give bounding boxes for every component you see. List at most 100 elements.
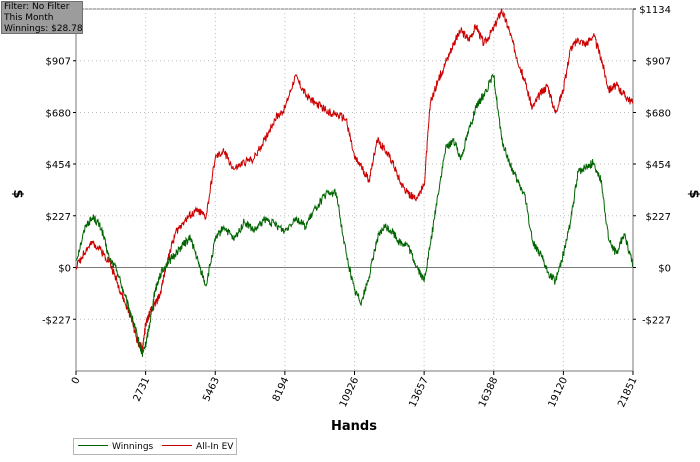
data-point-winnings-29 [305, 226, 306, 227]
data-point-winnings-11 [149, 322, 150, 323]
data-point-allin-ev-47 [453, 44, 454, 45]
data-point-allin-ev-25 [264, 139, 265, 140]
data-point-winnings-24 [254, 230, 255, 231]
data-point-allin-ev-62 [570, 48, 571, 49]
data-point-allin-ev-6 [124, 301, 125, 302]
y-tick-label-left-5: $907 [46, 57, 71, 68]
data-point-winnings-54 [509, 162, 510, 163]
data-point-winnings-21 [223, 226, 224, 227]
data-point-allin-ev-48 [460, 30, 461, 31]
data-point-allin-ev-35 [361, 167, 362, 168]
data-point-allin-ev-20 [215, 157, 216, 158]
data-point-allin-ev-41 [407, 192, 408, 193]
data-point-winnings-69 [623, 233, 624, 234]
data-point-allin-ev-16 [182, 221, 183, 222]
legend-label-winnings: Winnings [112, 442, 154, 452]
data-point-winnings-22 [233, 240, 234, 241]
data-point-allin-ev-21 [223, 151, 224, 152]
x-tick-label-7: 19120 [547, 376, 570, 409]
data-point-allin-ev-63 [578, 39, 579, 40]
data-point-allin-ev-57 [532, 107, 533, 108]
x-tick-label-4: 10926 [338, 376, 361, 409]
data-point-winnings-18 [198, 262, 199, 263]
data-point-winnings-70 [632, 265, 633, 266]
y-tick-label-right-1: $0 [658, 264, 671, 275]
period-label: This Month [4, 13, 54, 23]
data-point-winnings-68 [616, 253, 617, 254]
y-tick-label-left-0: -$227 [42, 315, 71, 326]
data-point-winnings-13 [160, 274, 161, 275]
data-point-allin-ev-43 [424, 185, 425, 186]
y-tick-label-right-3: $454 [646, 160, 671, 171]
data-point-winnings-52 [493, 75, 494, 76]
data-point-allin-ev-66 [601, 57, 602, 58]
data-point-allin-ev-65 [593, 34, 594, 35]
data-point-winnings-16 [182, 244, 183, 245]
data-point-winnings-58 [539, 253, 540, 254]
data-point-allin-ev-13 [160, 294, 161, 295]
legend: Winnings All-In EV [73, 438, 237, 455]
data-point-allin-ev-18 [198, 210, 199, 211]
series-line-winnings [75, 73, 634, 357]
data-point-allin-ev-28 [295, 75, 296, 76]
y-tick-label-left-1: $0 [58, 264, 71, 275]
y-tick-label-right-0: -$227 [642, 315, 671, 326]
data-point-winnings-33 [346, 253, 347, 254]
data-point-winnings-4 [109, 258, 110, 259]
data-point-allin-ev-11 [149, 312, 150, 313]
winnings-label: Winnings: $28.78 [4, 24, 83, 34]
y-tick-label-right-5: $907 [646, 57, 671, 68]
data-point-winnings-38 [384, 226, 385, 227]
data-point-allin-ev-32 [335, 114, 336, 115]
y-axis-title-left: $ [10, 189, 25, 198]
data-point-allin-ev-19 [205, 217, 206, 218]
right-axis-ticks: -$227 $0 $227 $454 $680 $907 $1134 [633, 5, 671, 326]
data-point-allin-ev-1 [86, 249, 87, 250]
data-point-winnings-26 [274, 224, 275, 225]
left-axis-ticks: -$227 $0 $227 $454 $680 $907 [42, 57, 76, 326]
data-point-winnings-48 [460, 157, 461, 158]
data-point-winnings-1 [86, 224, 87, 225]
data-point-allin-ev-10 [145, 324, 146, 325]
data-point-allin-ev-68 [616, 85, 617, 86]
data-point-allin-ev-59 [547, 85, 548, 86]
legend-label-allin-ev: All-In EV [196, 442, 234, 452]
data-point-allin-ev-26 [274, 119, 275, 120]
data-point-winnings-60 [555, 281, 556, 282]
data-point-allin-ev-37 [376, 139, 377, 140]
data-point-allin-ev-53 [501, 9, 502, 10]
data-point-winnings-57 [532, 240, 533, 241]
data-point-allin-ev-70 [632, 103, 633, 104]
data-point-winnings-32 [335, 192, 336, 193]
data-point-allin-ev-34 [354, 157, 355, 158]
data-point-winnings-0 [75, 260, 76, 261]
data-point-winnings-17 [190, 237, 191, 238]
x-tick-label-6: 16388 [477, 376, 500, 409]
data-point-winnings-5 [116, 269, 117, 270]
data-point-winnings-41 [407, 244, 408, 245]
legend-swatch-winnings [78, 445, 108, 446]
data-point-winnings-65 [593, 162, 594, 163]
data-point-winnings-28 [295, 217, 296, 218]
data-point-winnings-39 [391, 230, 392, 231]
data-point-allin-ev-22 [233, 169, 234, 170]
data-point-allin-ev-64 [585, 44, 586, 45]
data-point-allin-ev-55 [516, 57, 517, 58]
data-point-winnings-59 [547, 271, 548, 272]
data-point-allin-ev-14 [167, 258, 168, 259]
data-point-winnings-27 [284, 230, 285, 231]
data-point-allin-ev-38 [384, 148, 385, 149]
y-axis-title-right: $ [686, 189, 700, 198]
y-tick-label-left-3: $454 [46, 160, 71, 171]
data-point-allin-ev-31 [325, 110, 326, 111]
data-point-winnings-3 [101, 228, 102, 229]
data-point-allin-ev-58 [539, 94, 540, 95]
data-point-winnings-35 [361, 301, 362, 302]
data-point-allin-ev-52 [493, 28, 494, 29]
data-point-winnings-67 [608, 240, 609, 241]
data-point-allin-ev-29 [305, 94, 306, 95]
data-point-winnings-20 [215, 240, 216, 241]
data-point-winnings-45 [437, 194, 438, 195]
data-point-allin-ev-49 [468, 39, 469, 40]
